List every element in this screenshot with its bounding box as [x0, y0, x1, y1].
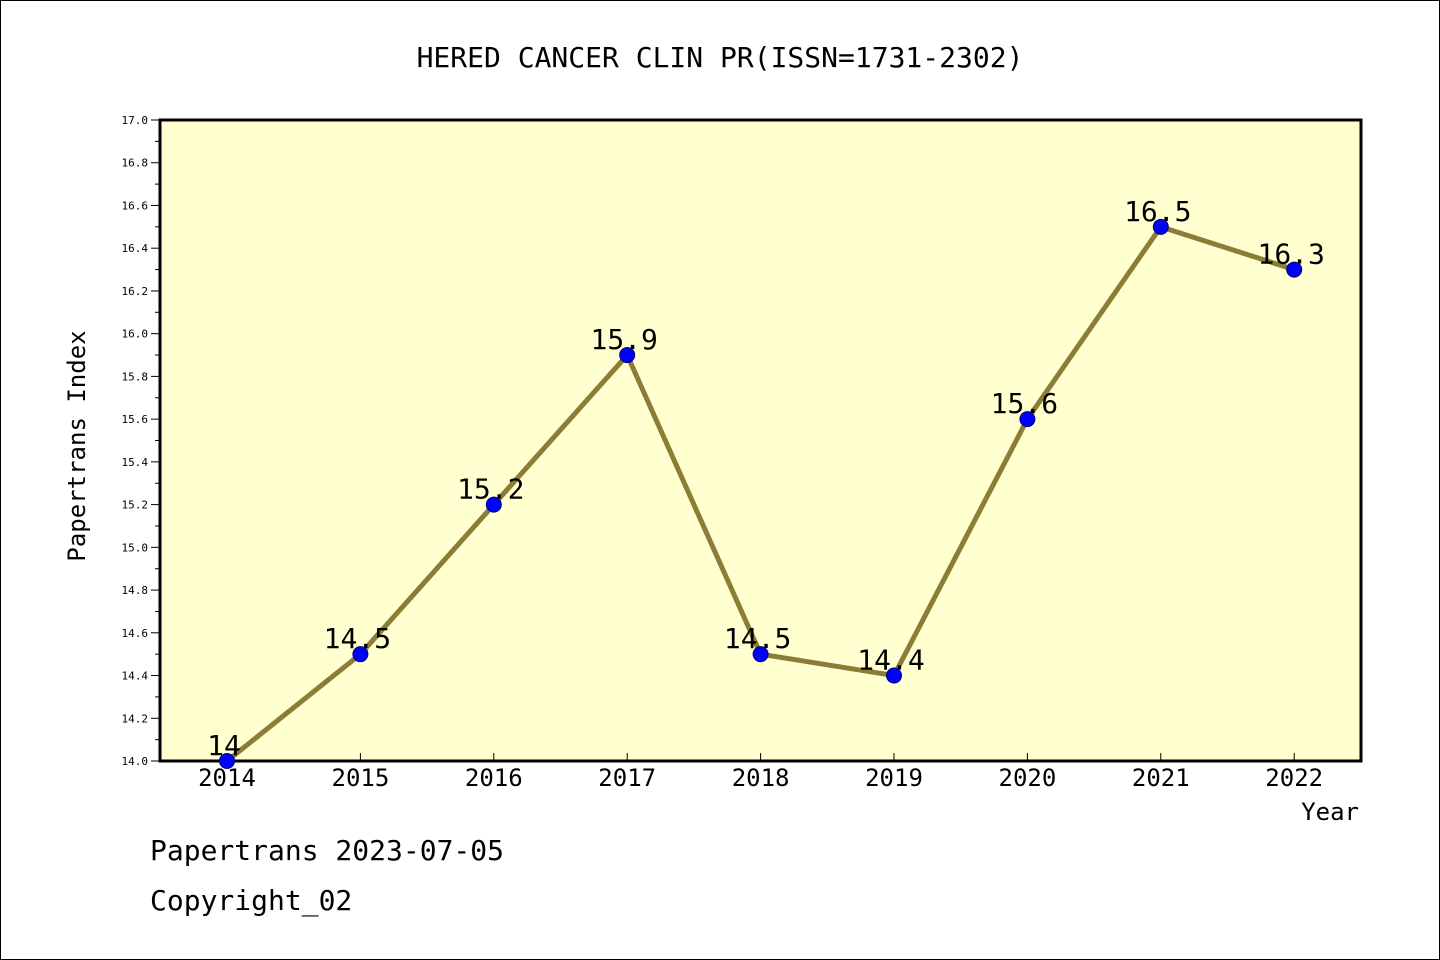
- data-label: 15.2: [457, 473, 524, 506]
- data-point: [886, 667, 902, 684]
- y-tick-label: 14.6: [122, 627, 149, 640]
- data-point: [1286, 261, 1303, 278]
- data-label: 15.6: [991, 387, 1058, 420]
- y-tick-label: 14.0: [122, 755, 149, 768]
- data-point: [752, 646, 769, 663]
- y-axis-ticks: 14.0 14.2 14.4 14.6 14.8 15.0 15.2 15.4 15.6 15.8…: [122, 114, 160, 768]
- data-labels: 14 14.5 15.2 15.9 14.5 14.4 15.6 16.5 16.3: [207, 195, 1325, 762]
- x-axis-ticks: 2014 2015 2016 2017 2018 2019 2020 2021 2022: [198, 753, 1323, 792]
- y-tick-label: 16.6: [122, 199, 149, 212]
- y-tick-label: 14.4: [122, 670, 149, 683]
- data-label: 14: [207, 729, 241, 762]
- data-point: [1019, 411, 1036, 428]
- data-point: [352, 646, 369, 663]
- x-tick-label: 2015: [332, 764, 390, 792]
- x-tick-label: 2021: [1132, 764, 1190, 792]
- footer-date-text: Papertrans 2023-07-05: [150, 834, 505, 867]
- x-tick-label: 2020: [999, 764, 1057, 792]
- y-tick-label: 15.6: [122, 413, 149, 426]
- data-point: [485, 496, 502, 513]
- y-tick-label: 14.2: [122, 712, 149, 725]
- y-axis-label: Papertrans Index: [63, 330, 91, 561]
- x-axis-label: Year: [1301, 798, 1359, 826]
- data-label: 16.3: [1257, 238, 1324, 271]
- y-tick-label: 16.8: [122, 157, 149, 170]
- data-label: 14.5: [724, 622, 791, 655]
- data-label: 14.4: [857, 644, 924, 677]
- data-label: 14.5: [324, 622, 391, 655]
- x-tick-label: 2016: [465, 764, 523, 792]
- y-tick-label: 15.0: [122, 541, 149, 554]
- x-tick-label: 2019: [865, 764, 923, 792]
- data-point: [219, 753, 235, 769]
- y-tick-label: 17.0: [122, 114, 149, 127]
- data-label: 16.5: [1124, 195, 1191, 228]
- x-tick-label: 2018: [732, 764, 790, 792]
- data-point: [619, 347, 636, 364]
- x-tick-label: 2017: [598, 764, 656, 792]
- data-label: 15.9: [590, 323, 657, 356]
- data-point: [1152, 218, 1169, 235]
- y-tick-label: 15.8: [122, 370, 149, 383]
- x-tick-label: 2022: [1265, 764, 1323, 792]
- y-tick-label: 16.0: [122, 328, 149, 341]
- y-tick-label: 15.4: [122, 456, 149, 469]
- chart-title: HERED CANCER CLIN PR(ISSN=1731-2302): [417, 41, 1024, 74]
- y-tick-label: 16.2: [122, 285, 149, 298]
- y-tick-label: 16.4: [122, 242, 149, 255]
- footer-copyright-text: Copyright_02: [150, 884, 353, 917]
- data-markers: [219, 218, 1303, 769]
- y-tick-label: 14.8: [122, 584, 149, 597]
- y-tick-label: 15.2: [122, 499, 149, 512]
